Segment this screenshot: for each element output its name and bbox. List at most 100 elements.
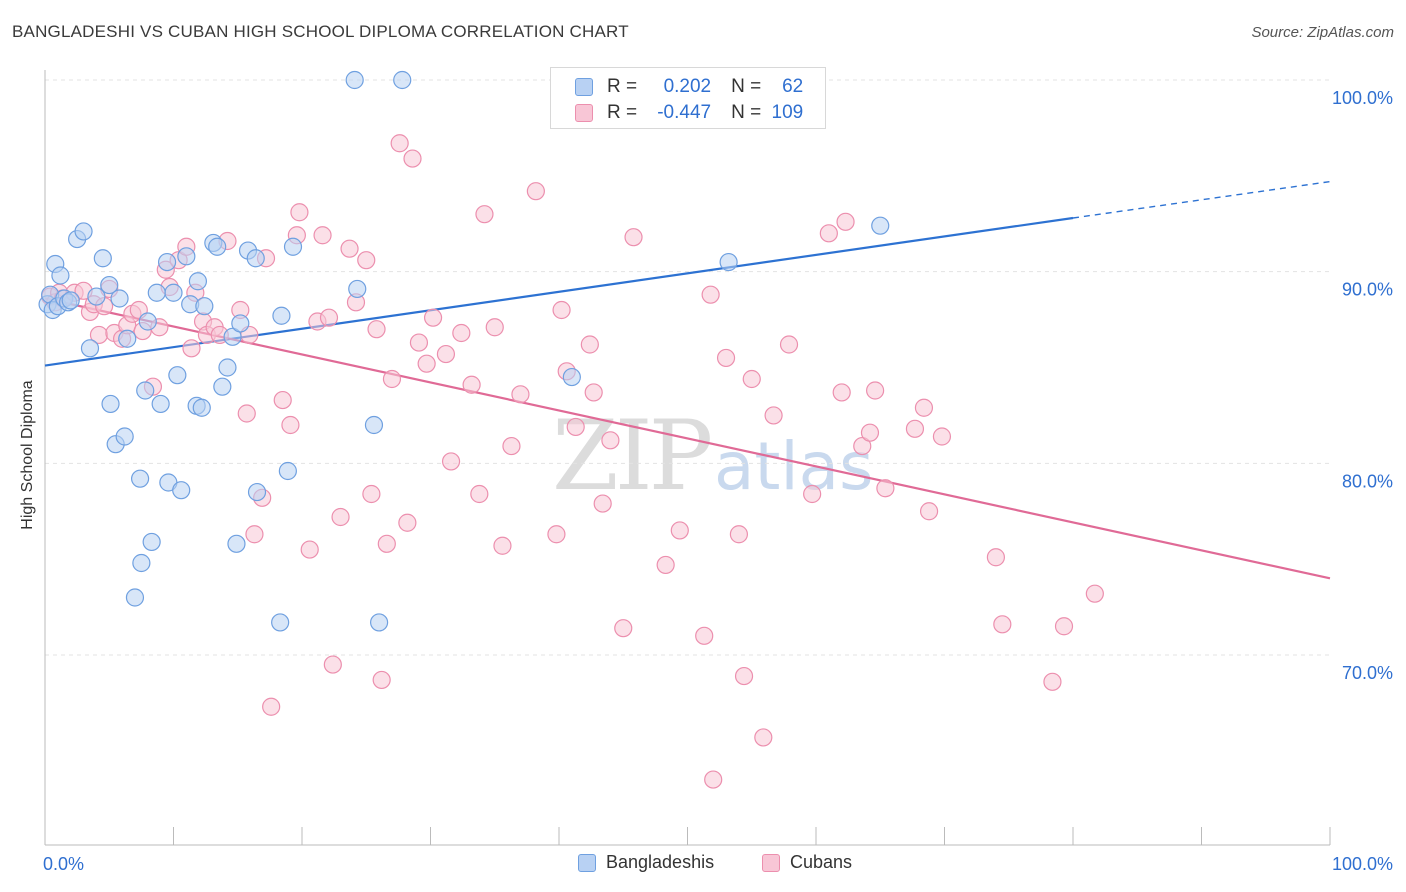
cuban-point (502, 436, 521, 456)
x-tick-label-min: 0.0% (43, 854, 84, 874)
cuban-point (993, 615, 1012, 634)
x-tick-label-max: 100.0% (1332, 854, 1393, 874)
bangladeshi-point (110, 289, 129, 308)
cuban-point (372, 670, 391, 690)
bangladeshi-point (213, 377, 232, 396)
chart-title: BANGLADESHI VS CUBAN HIGH SCHOOL DIPLOMA… (12, 22, 629, 41)
bangladeshi-point (157, 252, 177, 272)
watermark-atlas: atlas (714, 428, 874, 505)
cuban-point (367, 320, 386, 339)
y-tick-label: 100.0% (1332, 88, 1393, 108)
cuban-point (584, 383, 603, 402)
n-value-bangladeshis: 62 (782, 76, 804, 97)
bangladeshi-point (136, 381, 155, 400)
cuban-point (409, 333, 429, 352)
cuban-point (470, 484, 489, 504)
bangladeshi-point (218, 358, 237, 377)
y-tick-label: 90.0% (1342, 280, 1393, 300)
cuban-point (452, 323, 471, 343)
r-value-bangladeshis: 0.202 (663, 76, 712, 97)
cuban-point (511, 385, 530, 404)
bangladeshi-point (195, 297, 214, 316)
cuban-point (237, 404, 256, 423)
bangladeshi-point (172, 481, 191, 500)
bangladeshi-point (231, 314, 250, 333)
cuban-point (716, 348, 736, 368)
cuban-point (1043, 672, 1062, 691)
bangladeshi-point (74, 222, 93, 241)
bangladeshi-point (93, 249, 112, 268)
cuban-point (462, 375, 481, 394)
bangladeshi-point (164, 283, 183, 302)
legend-row-cubans: R = -0.447 N = 109 (575, 100, 803, 126)
cuban-point (986, 548, 1006, 567)
cuban-point (860, 423, 880, 442)
cuban-point (624, 228, 643, 247)
cuban-point (701, 285, 720, 304)
bottom-legend-cubans: Cubans (762, 852, 852, 873)
cuban-point (754, 728, 773, 747)
cuban-point (281, 415, 300, 435)
bangladeshi-point (142, 532, 161, 552)
bangladeshi-point (871, 216, 890, 235)
cuban-point (362, 484, 381, 504)
bangladeshi-point (188, 272, 208, 291)
r-value-cubans: -0.447 (657, 102, 712, 123)
cuban-point (876, 479, 895, 498)
axes (44, 70, 1331, 846)
cuban-point (566, 417, 585, 437)
correlation-legend: R = 0.202 N = 62 R = -0.447 N = 109 (550, 67, 826, 129)
bangladeshi-point (364, 415, 384, 435)
bangladeshi-point (51, 266, 70, 285)
bangladeshi-point (138, 312, 157, 331)
bangladeshi-point (345, 70, 364, 90)
bangladeshi-trend-extension (1072, 180, 1331, 219)
bangladeshi-point (130, 469, 150, 488)
cuban-point (704, 770, 723, 789)
cuban-point (832, 383, 851, 402)
bangladeshi-point (271, 613, 290, 632)
cuban-point (905, 419, 925, 438)
gridlines (45, 79, 1330, 656)
tick-labels: 70.0% 80.0% 90.0% 100.0% 0.0% 100.0% (43, 88, 1393, 874)
data-points (38, 70, 1104, 789)
cuban-point (182, 339, 201, 358)
cuban-point (803, 484, 822, 504)
blue-swatch (578, 853, 596, 872)
cuban-point (273, 390, 292, 410)
cuban-point (601, 431, 620, 450)
y-tick-label: 80.0% (1342, 471, 1393, 491)
bangladeshi-point (168, 366, 187, 385)
trend-lines (44, 180, 1331, 580)
cuban-point (417, 354, 436, 373)
cuban-trend-line (44, 297, 1331, 580)
bangladeshi-point (100, 275, 119, 295)
cuban-point (779, 335, 799, 354)
cuban-point (932, 427, 952, 446)
bangladeshi-point (80, 339, 100, 358)
cuban-point (547, 525, 566, 544)
n-value-cubans: 109 (771, 102, 804, 123)
cuban-point (552, 300, 571, 320)
cuban-point (436, 344, 456, 364)
bangladeshi-point (192, 398, 211, 417)
bangladeshi-point (61, 291, 80, 310)
bangladeshi-point (151, 394, 170, 414)
bangladeshi-point (208, 237, 227, 256)
bottom-legend-label-bangladeshis: Bangladeshis (606, 852, 715, 872)
cuban-point (493, 536, 512, 555)
blue-swatch (575, 78, 593, 96)
cuban-point (853, 436, 872, 456)
r-label: R = (607, 76, 638, 97)
bangladeshi-point (132, 553, 151, 573)
bangladeshi-point (393, 70, 412, 90)
cuban-point (382, 369, 402, 389)
legend-row-bangladeshis: R = 0.202 N = 62 (575, 74, 803, 100)
cuban-point (742, 369, 761, 389)
cuban-point (919, 502, 939, 521)
cuban-point (485, 318, 504, 337)
bangladeshi-point (278, 461, 297, 481)
cuban-point (377, 534, 396, 553)
bangladeshi-point (719, 252, 738, 272)
bangladeshi-point (118, 329, 137, 348)
